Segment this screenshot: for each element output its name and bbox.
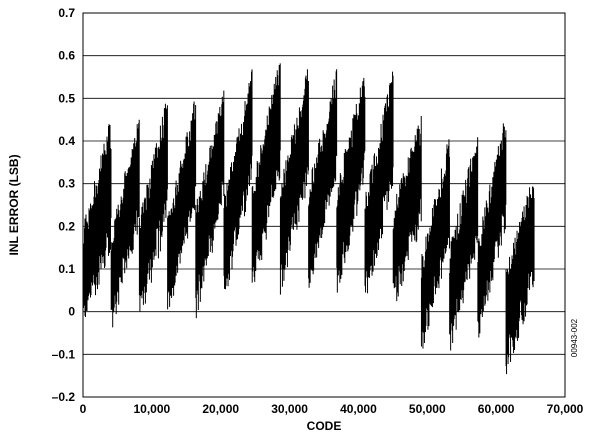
x-tick-label: 10,000 [134, 402, 171, 416]
inl-trace-series [82, 63, 535, 375]
x-tick-labels: 0 10,000 20,000 30,000 40,000 50,000 60,000 70,… [80, 402, 584, 416]
y-tick-label: 0.5 [58, 91, 75, 105]
y-tick-label: 0.4 [58, 134, 75, 148]
x-tick-label: 50,000 [409, 402, 446, 416]
y-tick-label: 0.2 [58, 219, 75, 233]
y-tick-label: 0.1 [58, 262, 75, 276]
x-axis-title: CODE [307, 419, 342, 433]
data-trace [82, 63, 535, 375]
y-tick-label: 0.3 [58, 177, 75, 191]
y-tick-label: 0.6 [58, 49, 75, 63]
y-axis-title: INL ERROR (LSB) [7, 154, 21, 255]
plot-frame [82, 12, 566, 398]
figure-code: 00943-002 [570, 318, 579, 357]
y-tick-label: –0.1 [52, 347, 76, 361]
x-tick-label: 30,000 [271, 402, 308, 416]
y-tick-label: –0.2 [52, 390, 76, 404]
y-tick-label: 0 [68, 305, 75, 319]
x-tick-label: 40,000 [340, 402, 377, 416]
x-tick-label: 0 [80, 402, 87, 416]
y-tick-labels: –0.2 –0.1 0 0.1 0.2 0.3 0.4 0.5 0.6 0.7 [52, 6, 76, 404]
x-tick-label: 60,000 [478, 402, 515, 416]
x-tick-label: 20,000 [202, 402, 239, 416]
x-tick-label: 70,000 [547, 402, 584, 416]
y-tick-label: 0.7 [58, 6, 75, 20]
